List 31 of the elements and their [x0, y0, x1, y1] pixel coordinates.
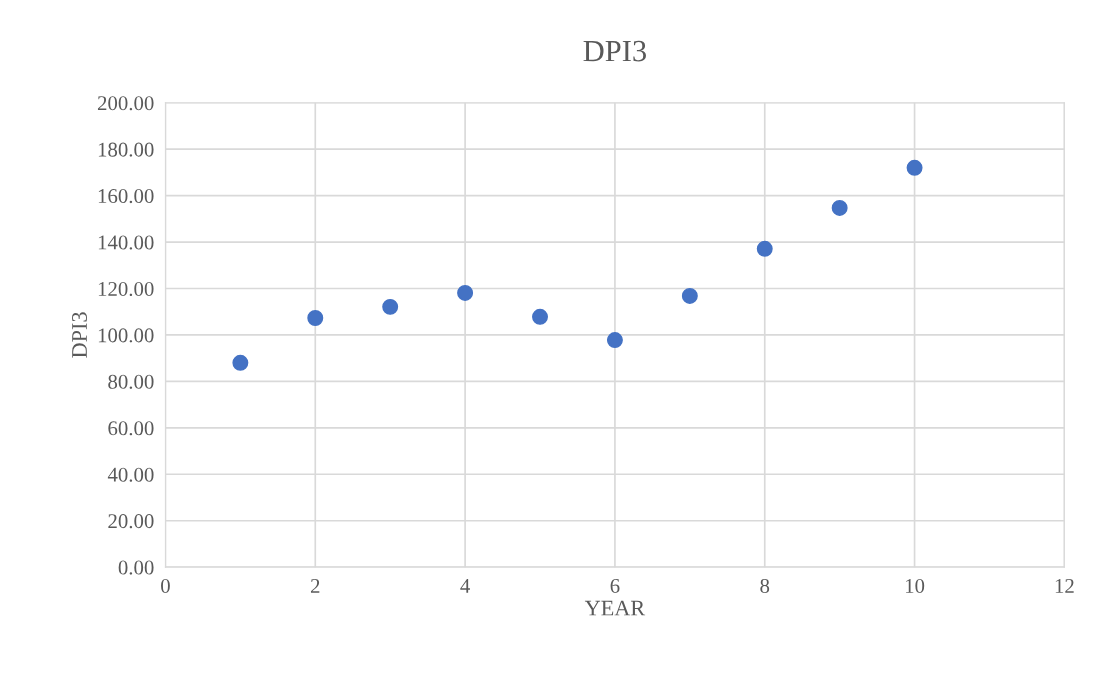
point [906, 159, 923, 176]
x-tick-label: 6 [610, 578, 620, 593]
point [457, 284, 474, 301]
y-tick-label: 100.00 [98, 328, 154, 343]
y-tick-label: 40.00 [107, 467, 154, 482]
point [831, 199, 848, 216]
y-tick-label: 80.00 [108, 374, 154, 389]
x-tick-label: 12 [1055, 578, 1074, 593]
x-tick-label: 0 [161, 578, 170, 593]
y-tick-label: 160.00 [98, 189, 154, 204]
y-tick-label: 0.00 [118, 560, 154, 575]
x-tick-label: 2 [310, 578, 320, 593]
point [756, 240, 773, 257]
point [382, 298, 399, 315]
point [681, 287, 698, 304]
x-tick-label: 10 [905, 578, 925, 593]
chart-title: DPI3 [583, 40, 646, 62]
point [606, 332, 623, 349]
point [307, 310, 324, 326]
x-tick-label: 4 [460, 579, 470, 593]
y-tick-label: 180.00 [98, 142, 154, 157]
y-axis-title: DPI3 [72, 312, 87, 358]
y-tick-label: 60.00 [108, 421, 154, 436]
point [232, 354, 249, 371]
x-axis-title: YEAR [584, 600, 646, 616]
x-tick-label: 8 [760, 578, 770, 593]
y-tick-label: 140.00 [98, 235, 154, 250]
point [532, 308, 548, 325]
y-tick-label: 200.00 [97, 96, 154, 111]
y-tick-label: 20.00 [108, 514, 154, 529]
y-tick-label: 120.00 [98, 281, 154, 297]
